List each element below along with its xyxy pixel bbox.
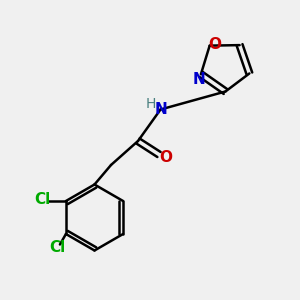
Text: N: N: [193, 72, 206, 87]
Text: Cl: Cl: [34, 192, 50, 207]
Text: O: O: [159, 150, 172, 165]
Text: N: N: [154, 102, 167, 117]
Text: H: H: [146, 97, 156, 111]
Text: O: O: [208, 37, 222, 52]
Text: Cl: Cl: [49, 240, 65, 255]
